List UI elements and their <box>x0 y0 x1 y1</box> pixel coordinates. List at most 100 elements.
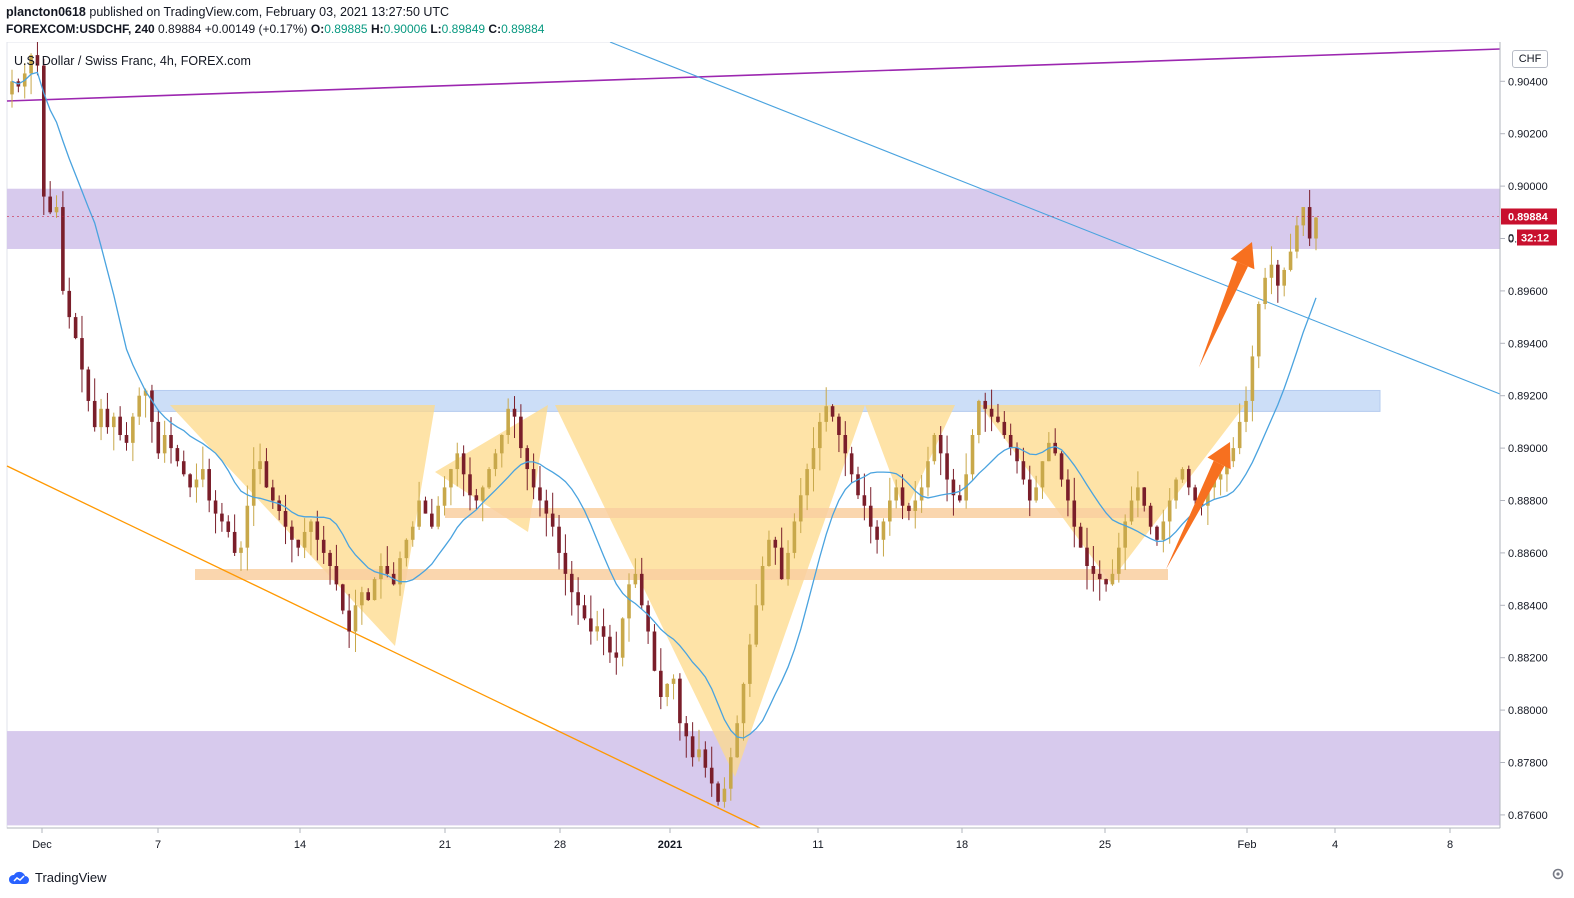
candle-body <box>856 474 860 496</box>
price-tick-label: 0.88800 <box>1508 496 1548 508</box>
author-name[interactable]: plancton0618 <box>6 5 86 19</box>
price-tick-label: 0.88200 <box>1508 653 1548 665</box>
price-chart-svg[interactable]: 0.904000.902000.900000.898000.896000.894… <box>0 41 1574 856</box>
candle-body <box>996 416 1000 422</box>
candle-body <box>474 495 479 501</box>
candle-body <box>321 539 326 553</box>
candle-body <box>977 400 981 435</box>
price-change: +0.00149 (+0.17%) <box>204 22 308 36</box>
candle-body <box>1091 566 1096 574</box>
candle-body <box>1295 225 1299 252</box>
trendline-purple <box>6 48 1501 102</box>
candle-body <box>1155 526 1159 540</box>
candle-body <box>1186 469 1191 488</box>
candle-body <box>1110 573 1115 585</box>
candle-body <box>690 736 695 758</box>
candle-body <box>595 626 600 632</box>
price-tick-label: 0.89400 <box>1508 338 1548 350</box>
candle-body <box>811 448 816 470</box>
candle-body <box>1231 448 1236 462</box>
candle-body <box>10 81 14 95</box>
publish-info: plancton0618 published on TradingView.co… <box>6 5 449 19</box>
candle-body <box>1237 421 1242 449</box>
last-price: 0.89884 <box>158 22 202 36</box>
candle-body <box>1307 207 1312 239</box>
candle-body <box>430 513 434 527</box>
time-tick-label: Feb <box>1238 839 1257 851</box>
candle-body <box>220 513 224 522</box>
candle-body <box>201 469 205 480</box>
brand-name: TradingView <box>35 870 107 885</box>
candle-body <box>143 390 148 396</box>
candle-body <box>309 521 313 532</box>
candle-body <box>1167 500 1172 522</box>
candle-body <box>773 539 778 548</box>
candle-body <box>271 487 275 501</box>
candle-body <box>385 566 390 574</box>
support-band-lower <box>195 569 1168 580</box>
candle-body <box>334 566 339 585</box>
candle-body <box>1053 442 1057 454</box>
candle-body <box>213 500 218 514</box>
pattern-triangle-3 <box>555 405 865 777</box>
candle-body <box>423 500 428 514</box>
candle-body <box>1142 487 1147 506</box>
price-tick-label: 0.87600 <box>1508 810 1548 822</box>
candle-body <box>824 406 829 422</box>
chart-area[interactable]: 0.904000.902000.900000.898000.896000.894… <box>0 41 1574 856</box>
candle-body <box>1072 500 1077 527</box>
candle-body <box>881 521 886 540</box>
candle-body <box>671 678 676 684</box>
candle-body <box>1008 435 1013 449</box>
candle-body <box>659 670 663 697</box>
high-value: 0.90006 <box>383 22 427 36</box>
candle-body <box>1193 487 1197 501</box>
candle-body <box>913 500 918 511</box>
candle-body <box>684 723 689 737</box>
candle-body <box>837 416 841 435</box>
candle-body <box>1002 421 1007 435</box>
price-tick-label: 0.88600 <box>1508 548 1548 560</box>
pattern-triangle-4 <box>865 405 955 512</box>
candle-body <box>277 500 281 511</box>
candle-body <box>512 408 517 417</box>
arrow-up-large-head <box>1230 242 1255 270</box>
gear-icon[interactable] <box>1551 867 1565 881</box>
candle-body <box>150 390 154 422</box>
candle-body <box>544 500 549 514</box>
tradingview-logo[interactable]: TradingView <box>8 870 107 885</box>
price-tick-label: 0.89000 <box>1508 443 1548 455</box>
candle-body <box>678 678 682 724</box>
candle-body <box>353 605 358 632</box>
candle-body <box>1180 469 1185 480</box>
currency-badge[interactable]: CHF <box>1512 50 1548 68</box>
candle-body <box>340 584 345 611</box>
price-tick-label: 0.87800 <box>1508 758 1548 770</box>
candle-body <box>919 487 924 501</box>
candle-body <box>499 435 504 454</box>
candle-body <box>970 435 975 475</box>
candle-body <box>1015 448 1019 462</box>
candle-body <box>550 513 555 527</box>
candle-body <box>360 592 364 606</box>
candle-body <box>1206 487 1210 506</box>
candle-body <box>989 408 994 417</box>
candle-body <box>620 618 625 658</box>
candle-body <box>417 500 421 527</box>
arrow-up-small-head <box>1207 442 1231 470</box>
candle-body <box>1218 474 1223 480</box>
candle-body <box>111 416 116 428</box>
candle-body <box>868 505 873 527</box>
candle-body <box>843 435 848 454</box>
candle-body <box>92 400 97 428</box>
candle-body <box>614 652 619 658</box>
candle-body <box>639 573 644 606</box>
time-tick-label: 2021 <box>658 839 682 851</box>
candle-body <box>1250 356 1255 401</box>
candle-body <box>709 767 714 784</box>
candle-body <box>169 435 173 449</box>
candle-body <box>436 505 440 527</box>
candle-body <box>563 552 568 574</box>
countdown-tag <box>1517 229 1557 246</box>
support-band-upper <box>445 508 1150 518</box>
